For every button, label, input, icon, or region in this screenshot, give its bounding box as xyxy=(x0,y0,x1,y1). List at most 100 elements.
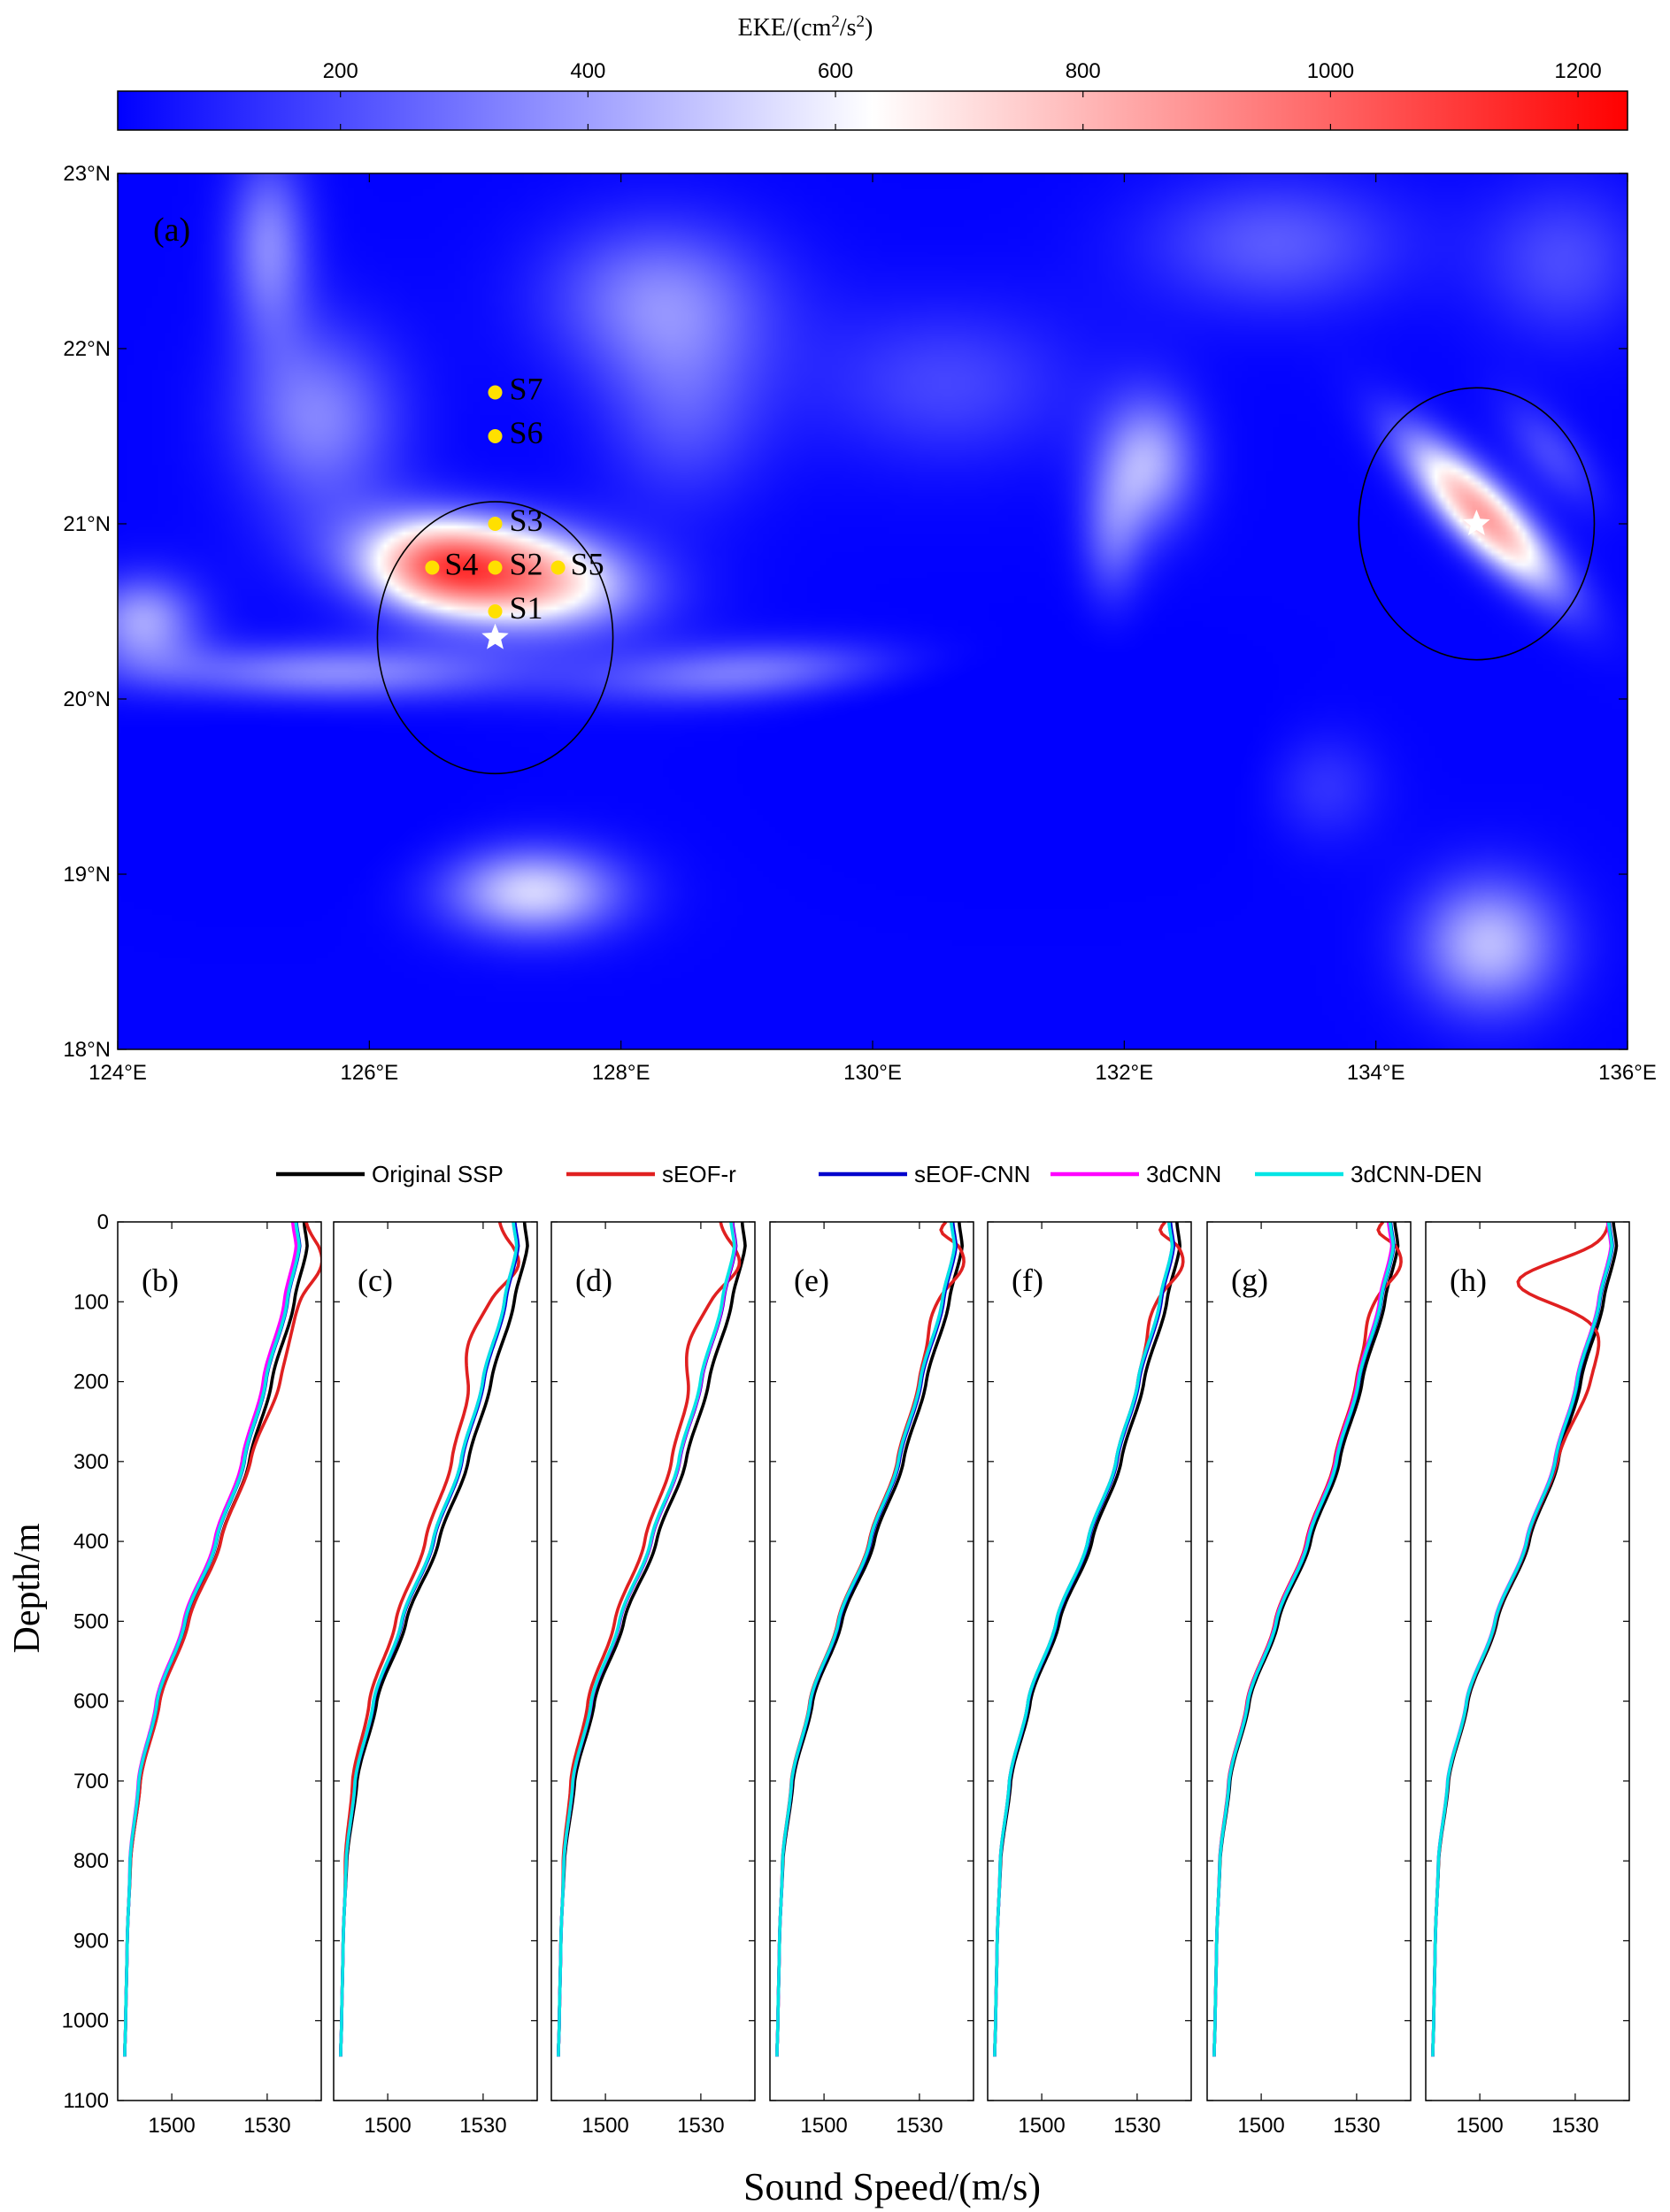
profile-panel: 1500 1530 0 100 200 300 400 500 600 700 800 900 1000… xyxy=(62,1210,322,2138)
profile-panel: 1500 1530 (e) xyxy=(769,1220,974,2138)
depth-tick-label: 400 xyxy=(73,1530,109,1554)
colorbar: EKE/(cm2/s2) 200 400 600 800 1000 1200 xyxy=(117,12,1628,131)
speed-tick-label: 1500 xyxy=(1456,2114,1503,2138)
station-markers: S1 S2 S3 S4 S5 S6 S7 xyxy=(425,372,604,626)
map-axes: 124°E 126°E 128°E 130°E 132°E 134°E 136°E 23°N 2… xyxy=(63,162,1656,1085)
line-3dcnn xyxy=(1431,1221,1613,2057)
depth-tick-label: 1100 xyxy=(63,2089,109,2113)
colorbar-ticks: 200 400 600 800 1000 1200 xyxy=(323,59,1602,130)
y-axis-label: Depth/m xyxy=(7,1523,48,1653)
lat-tick-label: 18°N xyxy=(63,1038,111,1062)
depth-tick-label: 300 xyxy=(73,1450,109,1474)
legend-label: sEOF-CNN xyxy=(914,1161,1030,1187)
depth-tick-label: 200 xyxy=(73,1371,109,1394)
legend-label: 3dCNN xyxy=(1146,1161,1221,1187)
x-axis-label: Sound Speed/(m/s) xyxy=(743,2165,1041,2208)
speed-tick-label: 1500 xyxy=(364,2114,411,2138)
station-marker xyxy=(488,517,503,531)
station-label: S7 xyxy=(510,372,543,407)
speed-tick-label: 1530 xyxy=(459,2114,506,2138)
line-original-ssp xyxy=(339,1221,529,2057)
lat-tick-label: 23°N xyxy=(63,162,111,186)
profile-panel: 1500 1530 (c) xyxy=(333,1221,538,2138)
line-3dcnn xyxy=(123,1221,298,2057)
speed-tick-label: 1530 xyxy=(1333,2114,1380,2138)
depth-tick-label: 100 xyxy=(73,1290,109,1314)
lat-tick-label: 21°N xyxy=(63,512,111,536)
line-original-ssp xyxy=(557,1221,747,2057)
lat-tick-label: 20°N xyxy=(63,687,111,711)
colorbar-title: EKE/(cm2/s2) xyxy=(738,12,873,42)
speed-tick-label: 1530 xyxy=(677,2114,724,2138)
lon-tick-label: 128°E xyxy=(592,1061,650,1085)
profile-frame xyxy=(1425,1221,1630,2101)
eddy-center-star xyxy=(481,623,509,649)
speed-tick-label: 1530 xyxy=(896,2114,943,2138)
eddy-circle xyxy=(1358,387,1596,661)
profile-frame xyxy=(987,1221,1192,2101)
station-label: S4 xyxy=(444,547,478,582)
line-seof-r xyxy=(123,1221,321,2057)
colorbar-tick-label: 1000 xyxy=(1307,59,1354,83)
station-label: S5 xyxy=(571,547,604,582)
profile-panel: 1500 1530 (g) xyxy=(1206,1220,1412,2138)
lon-tick-label: 134°E xyxy=(1347,1061,1405,1085)
legend-label: 3dCNN-DEN xyxy=(1351,1161,1482,1187)
depth-tick-label: 800 xyxy=(73,1849,109,1873)
panel-label: (b) xyxy=(142,1263,179,1298)
profile-frame xyxy=(550,1221,756,2101)
colorbar-tick-label: 600 xyxy=(818,59,853,83)
line-original-ssp xyxy=(775,1221,965,2057)
depth-tick-label: 0 xyxy=(97,1210,109,1234)
station-label: S3 xyxy=(510,503,543,538)
eddy-center-star xyxy=(1463,510,1490,535)
profile-frame xyxy=(1206,1221,1412,2101)
eke-map: S1 S2 S3 S4 S5 S6 S7 124°E 126°E 128°E 130°E 132°E… xyxy=(63,162,1656,1085)
eke-field xyxy=(118,173,1628,1049)
profile-panel: 1500 1530 (d) xyxy=(550,1221,756,2138)
station-marker xyxy=(488,560,503,575)
line-seof-r xyxy=(1431,1221,1611,2057)
lat-tick-label: 22°N xyxy=(63,337,111,361)
profile-frame xyxy=(117,1221,322,2101)
profile-panel: 1500 1530 (h) xyxy=(1425,1221,1630,2138)
profile-frame xyxy=(333,1221,538,2101)
speed-tick-label: 1500 xyxy=(800,2114,847,2138)
panel-label-a: (a) xyxy=(153,211,190,249)
lon-tick-label: 132°E xyxy=(1096,1061,1154,1085)
colorbar-tick-label: 400 xyxy=(570,59,605,83)
line-3dcnn xyxy=(1212,1221,1394,2057)
panel-label: (c) xyxy=(358,1263,393,1298)
panel-label: (d) xyxy=(575,1263,612,1298)
line-3dcnn-den xyxy=(775,1221,957,2057)
station-label: S1 xyxy=(510,590,543,626)
line-3dcnn-den xyxy=(123,1221,301,2057)
panel-label: (h) xyxy=(1450,1263,1487,1298)
line-3dcnn-den xyxy=(557,1221,736,2057)
station-marker xyxy=(488,604,503,618)
speed-tick-label: 1500 xyxy=(148,2114,195,2138)
panel-label: (e) xyxy=(794,1263,829,1298)
legend-label: sEOF-r xyxy=(662,1161,736,1187)
depth-tick-label: 700 xyxy=(73,1770,109,1793)
legend-label: Original SSP xyxy=(372,1161,504,1187)
station-marker xyxy=(488,385,503,400)
depth-tick-label: 1000 xyxy=(62,2009,109,2033)
speed-tick-label: 1530 xyxy=(1551,2114,1598,2138)
colorbar-tick-label: 200 xyxy=(323,59,358,83)
line-3dcnn-den xyxy=(339,1221,519,2057)
panel-label: (f) xyxy=(1012,1263,1043,1298)
profile-panel: 1500 1530 (f) xyxy=(987,1220,1192,2138)
lon-tick-label: 130°E xyxy=(843,1061,902,1085)
depth-tick-label: 900 xyxy=(73,1929,109,1953)
station-marker xyxy=(550,560,566,575)
station-label: S2 xyxy=(510,547,543,582)
line-3dcnn-den xyxy=(993,1221,1174,2057)
lon-tick-label: 124°E xyxy=(89,1061,147,1085)
speed-tick-label: 1500 xyxy=(1018,2114,1065,2138)
lat-tick-label: 19°N xyxy=(63,863,111,887)
lon-tick-label: 126°E xyxy=(341,1061,399,1085)
legend: Original SSP sEOF-r sEOF-CNN 3dCNN 3dCNN-DEN xyxy=(276,1161,1482,1187)
speed-tick-label: 1530 xyxy=(1113,2114,1160,2138)
